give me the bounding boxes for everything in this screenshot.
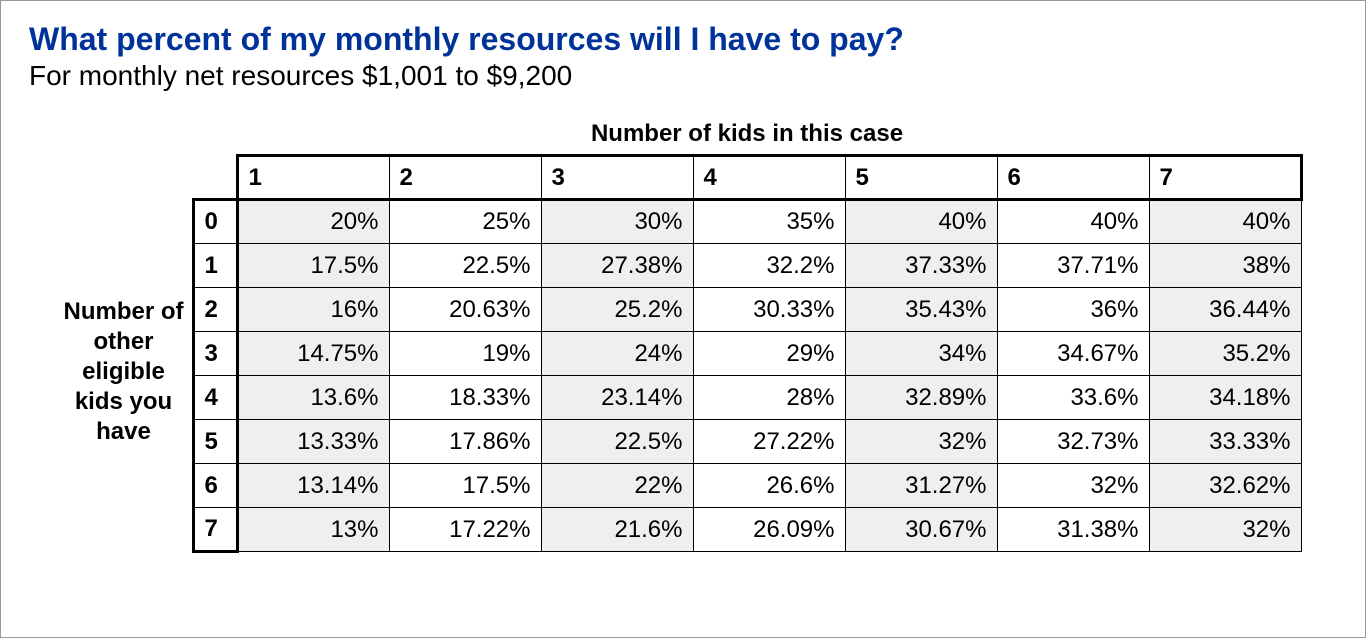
column-header: 3 — [541, 156, 693, 200]
data-cell: 19% — [389, 332, 541, 376]
data-cell: 21.6% — [541, 508, 693, 552]
data-cell: 30.67% — [845, 508, 997, 552]
data-cell: 33.33% — [1149, 420, 1301, 464]
percent-table: 1234567020%25%30%35%40%40%40%117.5%22.5%… — [192, 154, 1303, 553]
data-cell: 34% — [845, 332, 997, 376]
data-cell: 25% — [389, 200, 541, 244]
data-cell: 22.5% — [389, 244, 541, 288]
row-header: 3 — [193, 332, 237, 376]
table-area: Number of other eligible kids you have N… — [29, 120, 1337, 553]
row-header: 1 — [193, 244, 237, 288]
data-cell: 24% — [541, 332, 693, 376]
data-cell: 13.14% — [237, 464, 389, 508]
data-cell: 32% — [1149, 508, 1301, 552]
row-header: 7 — [193, 508, 237, 552]
data-cell: 17.22% — [389, 508, 541, 552]
data-cell: 22% — [541, 464, 693, 508]
data-cell: 20.63% — [389, 288, 541, 332]
data-cell: 17.86% — [389, 420, 541, 464]
data-cell: 18.33% — [389, 376, 541, 420]
data-cell: 28% — [693, 376, 845, 420]
data-cell: 13.6% — [237, 376, 389, 420]
data-cell: 16% — [237, 288, 389, 332]
data-cell: 35.2% — [1149, 332, 1301, 376]
data-cell: 13% — [237, 508, 389, 552]
page-subtitle: For monthly net resources $1,001 to $9,2… — [29, 60, 1337, 92]
row-header: 2 — [193, 288, 237, 332]
column-header: 4 — [693, 156, 845, 200]
data-cell: 17.5% — [237, 244, 389, 288]
data-cell: 25.2% — [541, 288, 693, 332]
data-cell: 34.67% — [997, 332, 1149, 376]
column-header: 1 — [237, 156, 389, 200]
data-cell: 27.38% — [541, 244, 693, 288]
data-cell: 23.14% — [541, 376, 693, 420]
corner-empty-cell — [193, 156, 237, 200]
data-cell: 36% — [997, 288, 1149, 332]
column-header: 2 — [389, 156, 541, 200]
data-cell: 29% — [693, 332, 845, 376]
data-cell: 31.38% — [997, 508, 1149, 552]
data-cell: 35.43% — [845, 288, 997, 332]
container: What percent of my monthly resources wil… — [0, 0, 1366, 638]
page-title: What percent of my monthly resources wil… — [29, 21, 1337, 58]
data-cell: 37.33% — [845, 244, 997, 288]
data-cell: 17.5% — [389, 464, 541, 508]
column-header: 7 — [1149, 156, 1301, 200]
data-cell: 32% — [845, 420, 997, 464]
row-header: 5 — [193, 420, 237, 464]
row-header: 4 — [193, 376, 237, 420]
data-cell: 37.71% — [997, 244, 1149, 288]
table-wrap: Number of kids in this case 1234567020%2… — [192, 120, 1303, 553]
column-header: 6 — [997, 156, 1149, 200]
data-cell: 32.2% — [693, 244, 845, 288]
data-cell: 27.22% — [693, 420, 845, 464]
data-cell: 22.5% — [541, 420, 693, 464]
data-cell: 38% — [1149, 244, 1301, 288]
row-axis-label: Number of other eligible kids you have — [64, 227, 184, 447]
data-cell: 40% — [997, 200, 1149, 244]
data-cell: 14.75% — [237, 332, 389, 376]
data-cell: 40% — [845, 200, 997, 244]
data-cell: 32.73% — [997, 420, 1149, 464]
data-cell: 26.09% — [693, 508, 845, 552]
data-cell: 30% — [541, 200, 693, 244]
data-cell: 34.18% — [1149, 376, 1301, 420]
data-cell: 31.27% — [845, 464, 997, 508]
data-cell: 32.89% — [845, 376, 997, 420]
data-cell: 20% — [237, 200, 389, 244]
data-cell: 35% — [693, 200, 845, 244]
row-header: 0 — [193, 200, 237, 244]
row-header: 6 — [193, 464, 237, 508]
data-cell: 40% — [1149, 200, 1301, 244]
column-axis-label: Number of kids in this case — [591, 120, 903, 148]
data-cell: 33.6% — [997, 376, 1149, 420]
data-cell: 30.33% — [693, 288, 845, 332]
data-cell: 32% — [997, 464, 1149, 508]
data-cell: 13.33% — [237, 420, 389, 464]
data-cell: 26.6% — [693, 464, 845, 508]
column-header: 5 — [845, 156, 997, 200]
data-cell: 36.44% — [1149, 288, 1301, 332]
data-cell: 32.62% — [1149, 464, 1301, 508]
